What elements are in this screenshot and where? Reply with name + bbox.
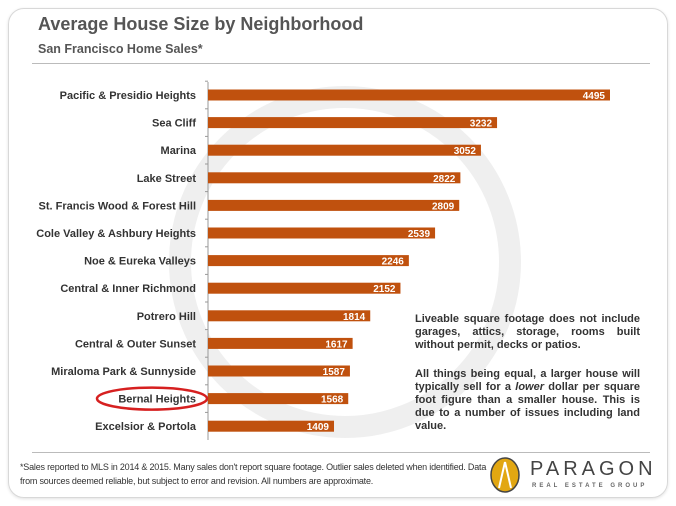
bar bbox=[208, 393, 349, 405]
value-label: 1409 bbox=[307, 422, 330, 433]
bar bbox=[208, 117, 498, 129]
bar bbox=[208, 255, 409, 267]
value-label: 2822 bbox=[433, 174, 456, 185]
chart-title: Average House Size by Neighborhood bbox=[38, 14, 364, 34]
chart-subtitle: San Francisco Home Sales* bbox=[38, 42, 203, 56]
category-label: Potrero Hill bbox=[137, 311, 196, 323]
bar bbox=[208, 172, 461, 184]
note-2: All things being equal, a larger house w… bbox=[415, 368, 640, 432]
category-label: Cole Valley & Ashbury Heights bbox=[36, 228, 196, 240]
divider bbox=[32, 452, 650, 453]
category-label: Miraloma Park & Sunnyside bbox=[51, 366, 196, 378]
value-label: 1568 bbox=[321, 395, 344, 406]
bar bbox=[208, 310, 371, 322]
category-label: Central & Outer Sunset bbox=[75, 338, 196, 350]
value-label: 3052 bbox=[454, 146, 477, 157]
category-label: Pacific & Presidio Heights bbox=[60, 90, 196, 102]
category-label: Excelsior & Portola bbox=[95, 421, 197, 433]
bar bbox=[208, 420, 335, 432]
value-label: 1617 bbox=[325, 339, 348, 350]
note-1: Liveable square footage does not include… bbox=[415, 313, 640, 351]
category-label: Marina bbox=[161, 145, 197, 157]
bar bbox=[208, 337, 353, 349]
bar bbox=[208, 199, 460, 211]
category-label: Sea Cliff bbox=[152, 118, 196, 130]
bar bbox=[208, 89, 610, 101]
category-label: Lake Street bbox=[137, 173, 197, 185]
value-label: 2539 bbox=[408, 229, 431, 240]
logo-tagline: REAL ESTATE GROUP bbox=[532, 483, 648, 489]
value-label: 2809 bbox=[432, 201, 455, 212]
logo-name: PARAGON bbox=[530, 458, 657, 480]
category-label: Noe & Eureka Valleys bbox=[84, 256, 196, 268]
category-label: St. Francis Wood & Forest Hill bbox=[39, 200, 196, 212]
value-label: 2152 bbox=[373, 284, 396, 295]
value-label: 1587 bbox=[323, 367, 346, 378]
chart-card bbox=[8, 8, 668, 498]
value-label: 1814 bbox=[343, 312, 366, 323]
value-label: 2246 bbox=[382, 257, 405, 268]
footnote: *Sales reported to MLS in 2014 & 2015. M… bbox=[20, 462, 487, 486]
bar bbox=[208, 227, 436, 239]
category-label: Central & Inner Richmond bbox=[60, 283, 196, 295]
bar bbox=[208, 144, 481, 156]
divider bbox=[32, 63, 650, 64]
value-label: 4495 bbox=[583, 91, 606, 102]
bar bbox=[208, 365, 350, 377]
value-label: 3232 bbox=[470, 119, 493, 130]
highlight-ellipse bbox=[95, 386, 209, 411]
category-label: Bernal Heights bbox=[118, 394, 196, 406]
bar bbox=[208, 282, 401, 294]
